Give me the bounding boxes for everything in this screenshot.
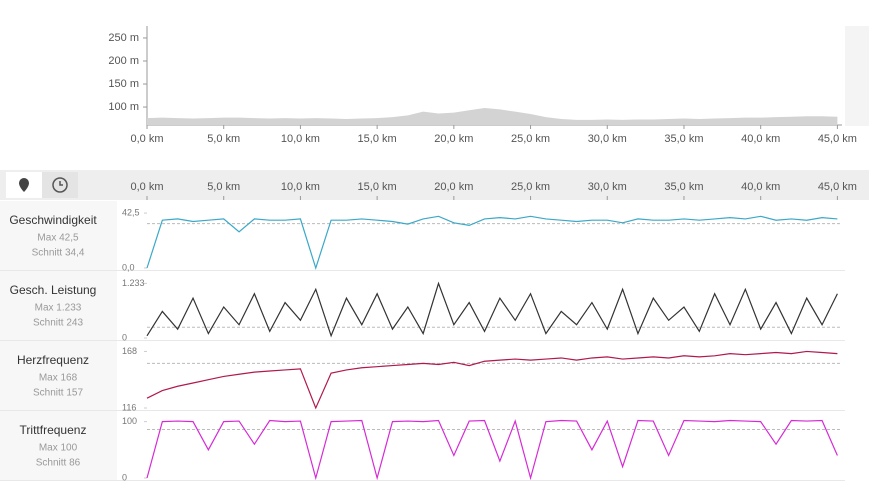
panel-max: Max 1.233 (35, 303, 82, 314)
x-tick-label: 45,0 km (818, 181, 857, 193)
x-tick-label: 10,0 km (281, 181, 320, 193)
panel-avg: Schnitt 86 (36, 458, 81, 469)
y-tick-label: 250 m (108, 32, 139, 44)
side-strip (845, 26, 869, 126)
series-line (146, 419, 838, 481)
x-tick-label: 5,0 km (207, 181, 240, 193)
panel-max: Max 168 (39, 373, 78, 384)
x-tick-label: 35,0 km (664, 133, 703, 145)
pin-icon (19, 178, 29, 192)
y-tick-label: 200 m (108, 55, 139, 67)
y-tick-label: 0,0 (122, 262, 135, 272)
elevation-area (147, 107, 838, 125)
panel-max: Max 42,5 (37, 233, 79, 244)
x-tick-label: 45,0 km (818, 133, 857, 145)
y-tick-label: 150 m (108, 78, 139, 90)
panel-avg: Schnitt 34,4 (32, 248, 85, 259)
series-line (146, 281, 838, 338)
x-tick-label: 25,0 km (511, 133, 550, 145)
x-tick-label: 0,0 km (130, 181, 163, 193)
panel-label-bg (0, 201, 117, 270)
clock-icon (52, 177, 68, 193)
panel-avg: Schnitt 243 (33, 318, 83, 329)
x-tick-label: 10,0 km (281, 133, 320, 145)
x-tick-label: 20,0 km (434, 133, 473, 145)
series-line (146, 215, 838, 270)
y-tick-label: 0 (122, 332, 127, 342)
panel-label-bg (0, 411, 117, 480)
y-tick-label: 42,5 (122, 207, 140, 217)
x-tick-label: 15,0 km (358, 133, 397, 145)
panel-max: Max 100 (39, 443, 78, 454)
panel-name: Geschwindigkeit (9, 213, 97, 227)
x-tick-label: 15,0 km (358, 181, 397, 193)
panel-avg: Schnitt 157 (33, 388, 83, 399)
tab-bar (0, 170, 869, 200)
x-tick-label: 0,0 km (130, 133, 163, 145)
panel-name: Trittfrequenz (20, 423, 87, 437)
y-tick-label: 0 (122, 472, 127, 482)
y-tick-label: 168 (122, 346, 137, 356)
x-tick-label: 40,0 km (741, 181, 780, 193)
x-tick-label: 35,0 km (664, 181, 703, 193)
x-tick-label: 5,0 km (207, 133, 240, 145)
x-tick-label: 20,0 km (434, 181, 473, 193)
x-tick-label: 30,0 km (588, 133, 627, 145)
y-tick-label: 100 (122, 416, 137, 426)
panel-label-bg (0, 271, 117, 340)
x-tick-label: 25,0 km (511, 181, 550, 193)
panel-name: Gesch. Leistung (10, 283, 97, 297)
x-tick-label: 40,0 km (741, 133, 780, 145)
y-tick-label: 1.233 (122, 278, 145, 288)
panel-label-bg (0, 341, 117, 410)
x-tick-label: 30,0 km (588, 181, 627, 193)
y-tick-label: 100 m (108, 101, 139, 113)
series-line (146, 350, 838, 410)
clock-hands (59, 181, 63, 186)
panel-name: Herzfrequenz (17, 353, 89, 367)
y-tick-label: 116 (122, 402, 136, 412)
